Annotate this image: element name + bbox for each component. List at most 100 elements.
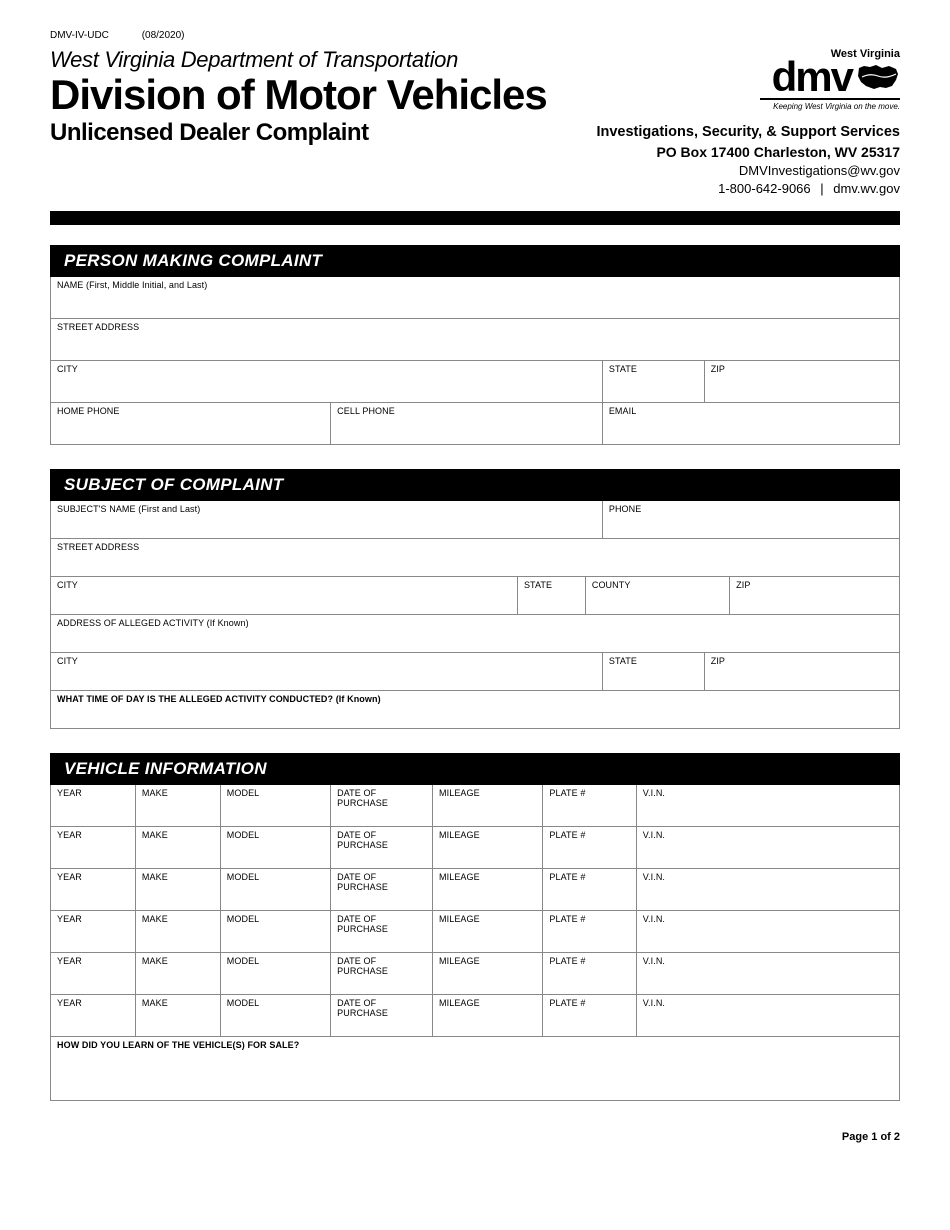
input-activity-zip[interactable] bbox=[711, 666, 893, 685]
input-vehicle-model[interactable] bbox=[227, 840, 324, 859]
input-vehicle-mileage[interactable] bbox=[439, 1008, 536, 1027]
field-vehicle-year[interactable]: YEAR bbox=[51, 869, 136, 911]
field-vehicle-vin[interactable]: V.I.N. bbox=[637, 995, 900, 1037]
field-vehicle-model[interactable]: MODEL bbox=[221, 827, 331, 869]
input-state[interactable] bbox=[609, 374, 698, 393]
input-vehicle-model[interactable] bbox=[227, 1008, 324, 1027]
input-vehicle-make[interactable] bbox=[142, 966, 214, 985]
field-vehicle-plate[interactable]: PLATE # bbox=[543, 953, 636, 995]
input-subj-phone[interactable] bbox=[609, 514, 893, 533]
input-subj-name[interactable] bbox=[57, 514, 596, 533]
input-vehicle-year[interactable] bbox=[57, 924, 129, 943]
input-vehicle-vin[interactable] bbox=[643, 882, 893, 901]
field-vehicle-make[interactable]: MAKE bbox=[136, 995, 221, 1037]
input-vehicle-mileage[interactable] bbox=[439, 798, 536, 817]
field-vehicle-mileage[interactable]: MILEAGE bbox=[433, 869, 543, 911]
field-time-of-day[interactable]: WHAT TIME OF DAY IS THE ALLEGED ACTIVITY… bbox=[51, 691, 900, 729]
field-how-learn[interactable]: HOW DID YOU LEARN OF THE VEHICLE(S) FOR … bbox=[51, 1037, 900, 1101]
field-cell-phone[interactable]: CELL PHONE bbox=[331, 403, 603, 445]
field-city[interactable]: CITY bbox=[51, 361, 603, 403]
input-vehicle-plate[interactable] bbox=[549, 798, 629, 817]
field-vehicle-date_purchase[interactable]: DATE OF PURCHASE bbox=[331, 827, 433, 869]
input-vehicle-make[interactable] bbox=[142, 924, 214, 943]
input-vehicle-vin[interactable] bbox=[643, 924, 893, 943]
input-vehicle-date_purchase[interactable] bbox=[337, 892, 426, 911]
field-zip[interactable]: ZIP bbox=[705, 361, 900, 403]
input-vehicle-make[interactable] bbox=[142, 798, 214, 817]
input-street[interactable] bbox=[57, 332, 893, 351]
field-vehicle-mileage[interactable]: MILEAGE bbox=[433, 911, 543, 953]
field-vehicle-mileage[interactable]: MILEAGE bbox=[433, 995, 543, 1037]
field-vehicle-model[interactable]: MODEL bbox=[221, 869, 331, 911]
input-time-of-day[interactable] bbox=[57, 704, 893, 723]
input-subj-city[interactable] bbox=[57, 590, 511, 609]
field-vehicle-vin[interactable]: V.I.N. bbox=[637, 785, 900, 827]
input-vehicle-date_purchase[interactable] bbox=[337, 850, 426, 869]
input-vehicle-year[interactable] bbox=[57, 840, 129, 859]
input-vehicle-vin[interactable] bbox=[643, 966, 893, 985]
field-activity-city[interactable]: CITY bbox=[51, 653, 603, 691]
input-activity-addr[interactable] bbox=[57, 628, 893, 647]
field-street[interactable]: STREET ADDRESS bbox=[51, 319, 900, 361]
input-zip[interactable] bbox=[711, 374, 893, 393]
field-subj-state[interactable]: STATE bbox=[518, 577, 586, 615]
input-vehicle-vin[interactable] bbox=[643, 798, 893, 817]
input-vehicle-plate[interactable] bbox=[549, 840, 629, 859]
field-subj-county[interactable]: COUNTY bbox=[586, 577, 730, 615]
field-vehicle-year[interactable]: YEAR bbox=[51, 827, 136, 869]
input-email[interactable] bbox=[609, 416, 893, 435]
field-subj-street[interactable]: STREET ADDRESS bbox=[51, 539, 900, 577]
field-vehicle-vin[interactable]: V.I.N. bbox=[637, 827, 900, 869]
input-subj-county[interactable] bbox=[592, 590, 723, 609]
input-vehicle-date_purchase[interactable] bbox=[337, 934, 426, 953]
input-vehicle-date_purchase[interactable] bbox=[337, 976, 426, 995]
field-activity-addr[interactable]: ADDRESS OF ALLEGED ACTIVITY (If Known) bbox=[51, 615, 900, 653]
input-cell-phone[interactable] bbox=[337, 416, 596, 435]
field-vehicle-make[interactable]: MAKE bbox=[136, 953, 221, 995]
field-vehicle-date_purchase[interactable]: DATE OF PURCHASE bbox=[331, 953, 433, 995]
field-vehicle-year[interactable]: YEAR bbox=[51, 785, 136, 827]
input-vehicle-plate[interactable] bbox=[549, 1008, 629, 1027]
input-vehicle-make[interactable] bbox=[142, 882, 214, 901]
input-vehicle-vin[interactable] bbox=[643, 1008, 893, 1027]
input-subj-street[interactable] bbox=[57, 552, 893, 571]
input-vehicle-make[interactable] bbox=[142, 1008, 214, 1027]
input-vehicle-model[interactable] bbox=[227, 924, 324, 943]
field-vehicle-date_purchase[interactable]: DATE OF PURCHASE bbox=[331, 911, 433, 953]
field-vehicle-make[interactable]: MAKE bbox=[136, 869, 221, 911]
field-vehicle-model[interactable]: MODEL bbox=[221, 953, 331, 995]
field-subj-zip[interactable]: ZIP bbox=[730, 577, 900, 615]
field-vehicle-model[interactable]: MODEL bbox=[221, 785, 331, 827]
input-vehicle-plate[interactable] bbox=[549, 924, 629, 943]
field-state[interactable]: STATE bbox=[603, 361, 705, 403]
field-vehicle-date_purchase[interactable]: DATE OF PURCHASE bbox=[331, 785, 433, 827]
field-vehicle-plate[interactable]: PLATE # bbox=[543, 785, 636, 827]
input-home-phone[interactable] bbox=[57, 416, 324, 435]
input-vehicle-plate[interactable] bbox=[549, 966, 629, 985]
input-vehicle-year[interactable] bbox=[57, 1008, 129, 1027]
input-city[interactable] bbox=[57, 374, 596, 393]
field-vehicle-vin[interactable]: V.I.N. bbox=[637, 869, 900, 911]
input-vehicle-plate[interactable] bbox=[549, 882, 629, 901]
field-vehicle-model[interactable]: MODEL bbox=[221, 911, 331, 953]
field-vehicle-model[interactable]: MODEL bbox=[221, 995, 331, 1037]
input-vehicle-year[interactable] bbox=[57, 882, 129, 901]
input-vehicle-year[interactable] bbox=[57, 966, 129, 985]
input-vehicle-mileage[interactable] bbox=[439, 840, 536, 859]
field-vehicle-year[interactable]: YEAR bbox=[51, 911, 136, 953]
input-vehicle-make[interactable] bbox=[142, 840, 214, 859]
input-activity-city[interactable] bbox=[57, 666, 596, 685]
field-vehicle-date_purchase[interactable]: DATE OF PURCHASE bbox=[331, 995, 433, 1037]
input-vehicle-model[interactable] bbox=[227, 798, 324, 817]
field-vehicle-mileage[interactable]: MILEAGE bbox=[433, 827, 543, 869]
input-subj-zip[interactable] bbox=[736, 590, 893, 609]
input-vehicle-mileage[interactable] bbox=[439, 924, 536, 943]
input-vehicle-date_purchase[interactable] bbox=[337, 808, 426, 827]
field-vehicle-year[interactable]: YEAR bbox=[51, 995, 136, 1037]
field-activity-zip[interactable]: ZIP bbox=[705, 653, 900, 691]
input-name[interactable] bbox=[57, 290, 893, 309]
field-vehicle-plate[interactable]: PLATE # bbox=[543, 911, 636, 953]
field-vehicle-year[interactable]: YEAR bbox=[51, 953, 136, 995]
field-vehicle-plate[interactable]: PLATE # bbox=[543, 995, 636, 1037]
input-vehicle-mileage[interactable] bbox=[439, 882, 536, 901]
